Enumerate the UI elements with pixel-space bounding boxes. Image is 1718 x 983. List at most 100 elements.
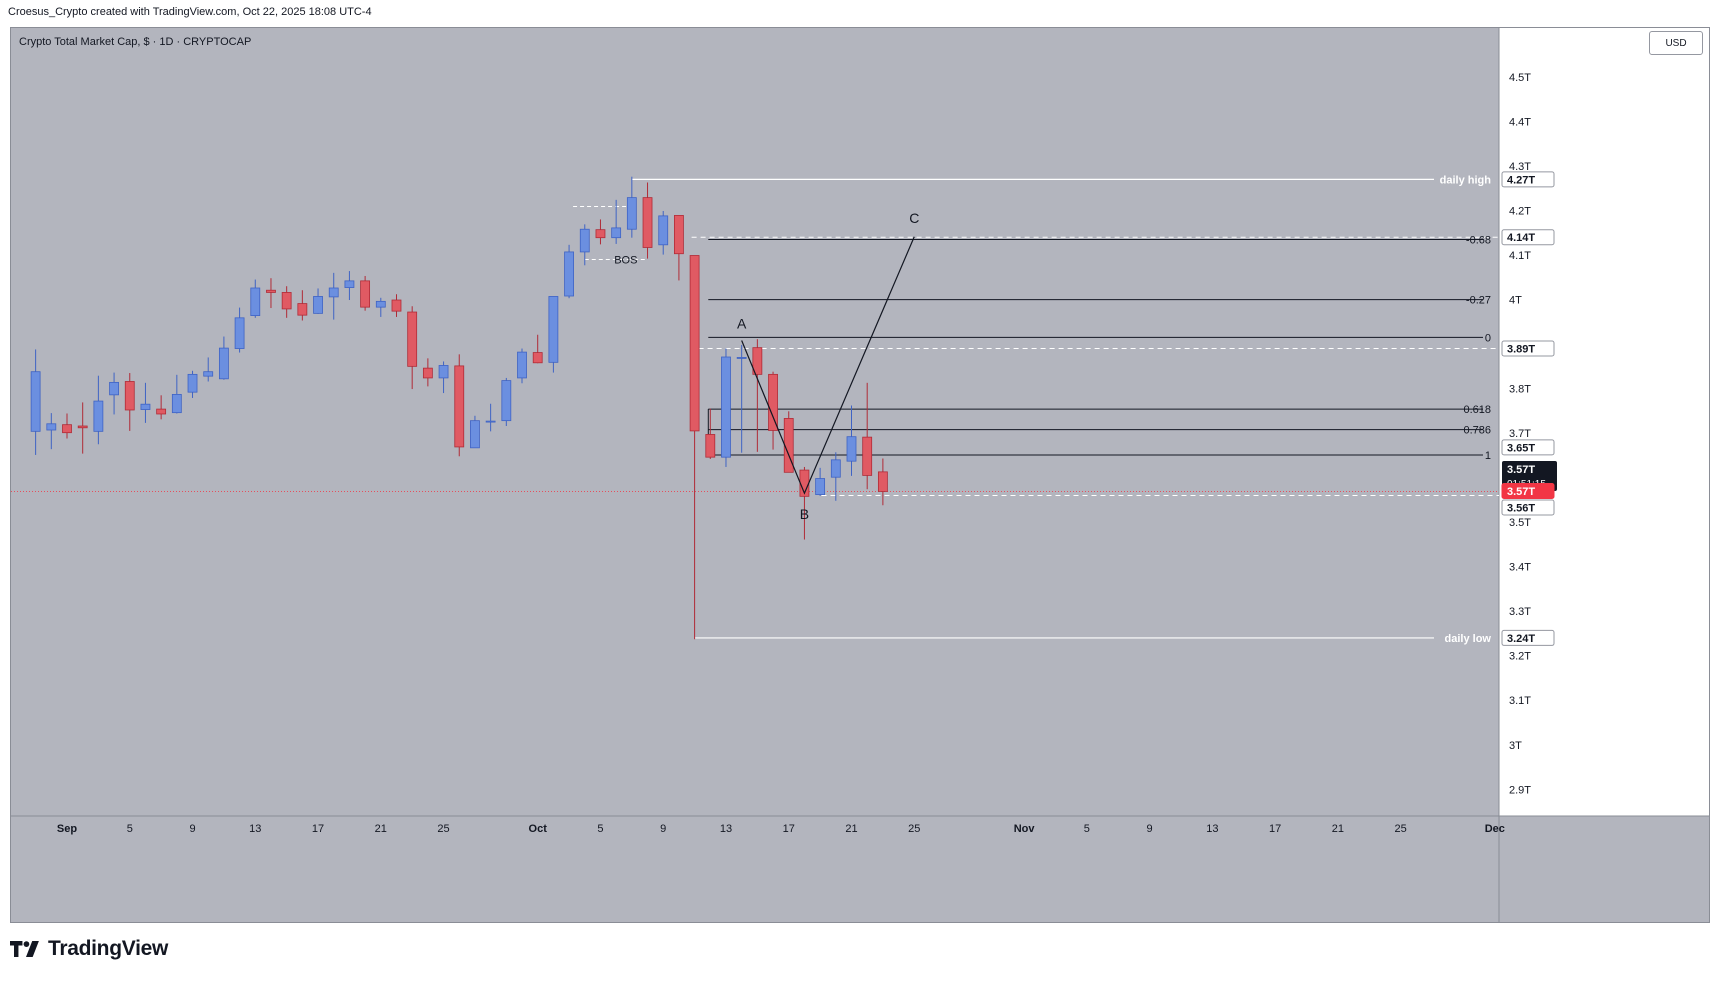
time-tick-label: 17 bbox=[783, 823, 795, 835]
dashed-price-tag-text: 3.56T bbox=[1507, 502, 1535, 514]
current-price-tag-text: 3.57T bbox=[1507, 486, 1535, 498]
time-tick-label: 9 bbox=[1147, 823, 1153, 835]
candle bbox=[297, 290, 308, 321]
currency-button[interactable]: USD bbox=[1649, 31, 1703, 55]
fib-level-label: 1 bbox=[1485, 450, 1491, 462]
dashed-price-tag-text: 4.14T bbox=[1507, 232, 1535, 244]
price-tick-label: 4.4T bbox=[1509, 116, 1531, 128]
candle bbox=[281, 286, 292, 318]
time-tick-label: 13 bbox=[1206, 823, 1218, 835]
candle bbox=[548, 296, 559, 373]
price-tick-label: 2.9T bbox=[1509, 784, 1531, 796]
candle-body bbox=[721, 356, 731, 458]
dashed-price-tag-text: 3.89T bbox=[1507, 344, 1535, 356]
time-tick-label: 9 bbox=[660, 823, 666, 835]
candle bbox=[721, 348, 731, 467]
price-tick-label: 4.5T bbox=[1509, 72, 1531, 84]
price-tick-label: 3.2T bbox=[1509, 651, 1531, 663]
candle-body bbox=[62, 424, 72, 434]
candle-body bbox=[532, 352, 543, 364]
candle bbox=[642, 182, 653, 259]
candle-body bbox=[171, 393, 182, 414]
candle-body bbox=[846, 436, 857, 462]
candle bbox=[30, 349, 41, 455]
price-tick-label: 4T bbox=[1509, 295, 1522, 307]
candle-body bbox=[548, 296, 559, 363]
chart-area[interactable]: 4.5T 4.4T 4.3T 4.2T 4.1T 4T 3.8T 3.7T 3.5T 3.4T 3.… bbox=[10, 27, 1710, 923]
time-tick-label: 5 bbox=[597, 823, 603, 835]
candle-body bbox=[266, 289, 276, 293]
fib-level-label: 0.786 bbox=[1463, 425, 1491, 437]
dashed-price-tag-box bbox=[1501, 229, 1555, 246]
candle-body bbox=[595, 229, 606, 239]
candle bbox=[595, 219, 606, 245]
candle-body bbox=[454, 365, 465, 448]
price-tick-label: 4.3T bbox=[1509, 161, 1531, 173]
candle bbox=[140, 382, 151, 423]
level-label-daily-low: daily low bbox=[1445, 633, 1492, 645]
candle bbox=[485, 403, 496, 432]
price-tick-label: 4.2T bbox=[1509, 206, 1531, 218]
candle-body bbox=[768, 373, 778, 431]
candle bbox=[501, 377, 512, 427]
fib-level-label: 0 bbox=[1485, 332, 1491, 344]
current-price-tag-box bbox=[1501, 483, 1555, 500]
candle-body bbox=[626, 197, 637, 230]
tradingview-logo[interactable]: TradingView bbox=[10, 937, 168, 961]
dashed-price-tag-box bbox=[1501, 340, 1555, 357]
candle bbox=[46, 413, 57, 450]
candle-body bbox=[579, 228, 590, 253]
candle bbox=[768, 371, 778, 450]
time-tick-label: 21 bbox=[375, 823, 387, 835]
level-price-tag: 3.24T bbox=[1501, 629, 1555, 646]
candle-body bbox=[689, 255, 700, 432]
candle bbox=[470, 415, 480, 449]
candle bbox=[438, 361, 449, 394]
price-tick-label: 3.5T bbox=[1509, 517, 1531, 529]
candle-body bbox=[344, 280, 355, 288]
candle bbox=[689, 255, 700, 640]
candle bbox=[830, 452, 841, 501]
time-tick-label: 25 bbox=[437, 823, 449, 835]
candle bbox=[454, 354, 465, 457]
price-tick-label: 3.8T bbox=[1509, 384, 1531, 396]
candle-body bbox=[124, 381, 135, 411]
abc-label-b: B bbox=[800, 506, 809, 522]
time-tick-label: 5 bbox=[127, 823, 133, 835]
tradingview-icon bbox=[10, 941, 39, 957]
time-axis-panel bbox=[11, 816, 1709, 922]
dashed-price-tag: 4.14T bbox=[1501, 229, 1555, 246]
candle bbox=[328, 272, 339, 320]
price-tick-label: 4.1T bbox=[1509, 250, 1531, 262]
candle bbox=[77, 402, 88, 454]
candle-body bbox=[485, 420, 496, 423]
abc-path bbox=[741, 236, 915, 495]
candle-body bbox=[501, 380, 512, 422]
candle-body bbox=[470, 420, 480, 449]
candle bbox=[171, 374, 182, 414]
fib-level-label: 0.618 bbox=[1463, 404, 1491, 416]
candle bbox=[422, 358, 433, 387]
candle bbox=[815, 467, 826, 496]
candle-body bbox=[642, 197, 653, 248]
candle bbox=[532, 334, 543, 364]
candle bbox=[218, 336, 229, 380]
candle-body bbox=[877, 471, 888, 492]
candle bbox=[266, 278, 276, 309]
candle-body bbox=[705, 434, 716, 458]
candle-body bbox=[313, 296, 323, 314]
candlestick-chart[interactable]: 4.5T 4.4T 4.3T 4.2T 4.1T 4T 3.8T 3.7T 3.5T 3.4T 3.… bbox=[11, 28, 1709, 922]
candle-body bbox=[862, 436, 873, 476]
dashed-price-tag: 3.89T bbox=[1501, 340, 1555, 357]
level-price-tag: 4.27T bbox=[1501, 171, 1555, 188]
candle bbox=[234, 307, 245, 353]
time-tick-label: 17 bbox=[1269, 823, 1281, 835]
candle-body bbox=[736, 357, 747, 359]
candle-body bbox=[140, 403, 151, 410]
fib-level-label: -0.68 bbox=[1466, 234, 1491, 246]
dashed-price-tag: 3.56T bbox=[1501, 499, 1555, 516]
candle-body bbox=[422, 367, 433, 379]
candle bbox=[862, 382, 873, 490]
candle bbox=[203, 357, 214, 382]
time-tick-label: 25 bbox=[1395, 823, 1407, 835]
